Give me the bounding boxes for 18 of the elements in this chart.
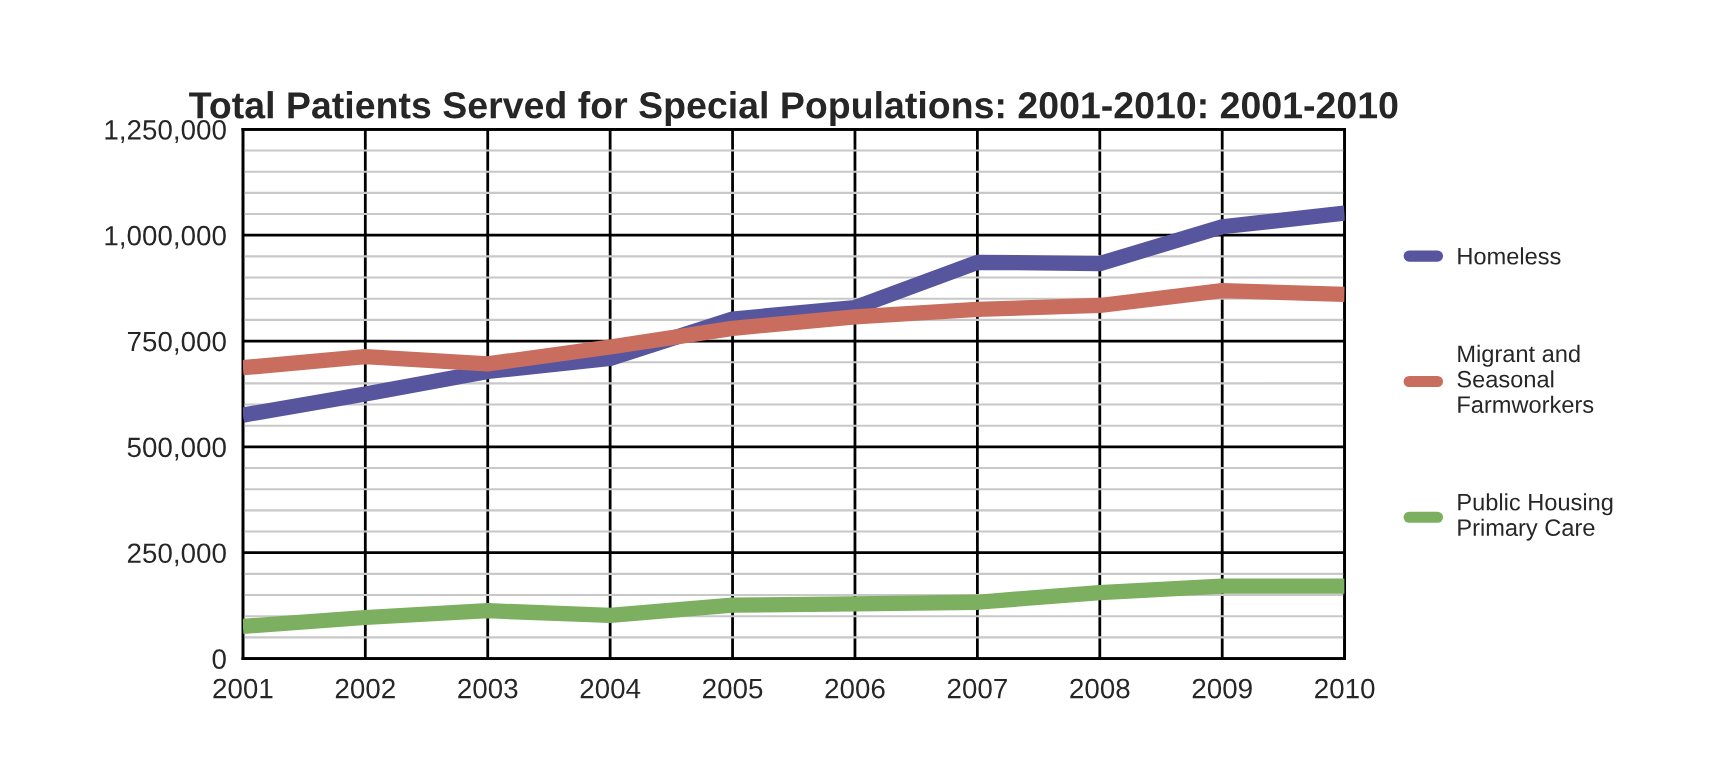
- x-tick-label: 2009: [1192, 678, 1252, 699]
- x-tick-label: 2008: [1070, 678, 1130, 699]
- x-tick-label: 2002: [335, 678, 395, 699]
- legend-label: Public Housing Primary Care: [1458, 493, 1613, 541]
- y-tick-label: 250,000: [127, 543, 226, 567]
- x-tick-label: 2001: [213, 678, 273, 699]
- legend-label: Migrant and Seasonal Farmworkers: [1457, 344, 1594, 414]
- x-tick-label: 2004: [580, 678, 641, 699]
- x-tick-label: 2010: [1315, 678, 1375, 699]
- y-tick-label: 500,000: [127, 437, 226, 461]
- x-tick-label: 2005: [703, 678, 763, 699]
- y-tick-label: 750,000: [127, 331, 226, 355]
- y-tick-label: 1,000,000: [105, 225, 226, 249]
- legend-label: Homeless: [1458, 247, 1561, 265]
- x-tick-label: 2006: [825, 678, 885, 699]
- y-tick-label: 0: [212, 649, 226, 669]
- x-tick-label: 2007: [947, 678, 1007, 699]
- x-tick-label: 2003: [458, 678, 518, 699]
